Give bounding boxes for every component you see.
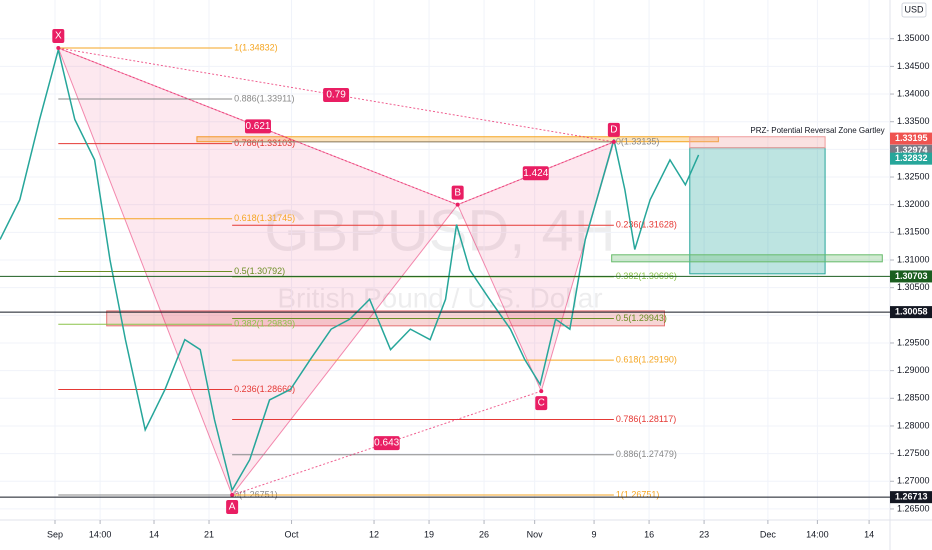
fib-label: 0.618(1.31745) <box>234 213 295 223</box>
fib-label: 0.786(1.33103) <box>234 138 295 148</box>
x-tick-label: 12 <box>369 529 379 539</box>
price-tag <box>890 306 932 319</box>
point-badge <box>535 396 548 411</box>
point-badge <box>451 185 464 200</box>
price-tag-label: 1.32974 <box>895 145 928 155</box>
y-tick-label: 1.29000 <box>897 365 930 375</box>
fib-label: 0.618(1.29190) <box>616 355 677 365</box>
price-line <box>0 49 700 493</box>
fib-label: 0.236(1.31628) <box>616 220 677 230</box>
ratio-badge <box>373 436 400 451</box>
x-tick-label: Nov <box>527 529 544 539</box>
x-tick-label: Dec <box>760 529 777 539</box>
currency: USD <box>904 4 924 14</box>
pattern-point <box>539 389 544 394</box>
fib-label: 1(1.34832) <box>234 42 278 52</box>
y-tick-label: 1.31500 <box>897 227 930 237</box>
x-tick-label: 16 <box>644 529 654 539</box>
price-tag-label: 1.33195 <box>895 133 928 143</box>
y-tick-label: 1.27500 <box>897 448 930 458</box>
point-label: D <box>610 125 617 136</box>
x-tick-label: 23 <box>699 529 709 539</box>
price-tag-label: 1.30058 <box>895 306 928 316</box>
ratio-label: 1.424 <box>523 168 548 179</box>
fib-label: 0.5(1.30792) <box>234 266 285 276</box>
point-badge <box>52 29 65 44</box>
zone <box>689 136 826 149</box>
fib-label: 0.886(1.27479) <box>616 449 677 459</box>
y-tick-label: 1.28000 <box>897 420 930 430</box>
ratio-label: 0.79 <box>326 90 346 101</box>
y-tick-label: 1.34000 <box>897 88 930 98</box>
pattern-point <box>56 46 61 51</box>
x-tick-label: 26 <box>479 529 489 539</box>
y-tick-label: 1.32500 <box>897 171 930 181</box>
y-tick-label: 1.27000 <box>897 476 930 486</box>
point-badge <box>226 500 239 515</box>
y-tick-label: 1.29500 <box>897 337 930 347</box>
y-tick-label: 1.34500 <box>897 61 930 71</box>
x-tick-label: 19 <box>424 529 434 539</box>
x-tick-label: 14 <box>864 529 874 539</box>
ratio-label: 0.643 <box>374 438 399 449</box>
pattern-leg <box>58 47 458 206</box>
pattern-point <box>455 202 460 207</box>
watermark-title: GBPUSD, 4H <box>264 198 615 263</box>
x-tick-label: 14 <box>149 529 159 539</box>
price-tag <box>890 152 932 165</box>
y-tick-label: 1.31000 <box>897 254 930 264</box>
y-tick-label: 1.32000 <box>897 199 930 209</box>
ratio-badge <box>244 119 271 134</box>
ratio-badge <box>522 166 549 181</box>
point-badge <box>607 122 620 137</box>
fib-label: 0(1.33135) <box>616 136 660 146</box>
x-tick-label: 9 <box>592 529 597 539</box>
fib-label: 0.886(1.33911) <box>234 93 294 103</box>
fib-label: 1(1.26751) <box>616 489 660 499</box>
point-label: B <box>454 187 461 198</box>
y-tick-label: 1.33500 <box>897 116 930 126</box>
ratio-badge <box>323 87 350 102</box>
fib-label: 0.382(1.29839) <box>234 319 295 329</box>
point-label: X <box>55 31 62 42</box>
x-tick-label: 14:00 <box>806 529 829 539</box>
ratio-label: 0.621 <box>245 121 270 132</box>
point-label: A <box>229 502 236 513</box>
fib-label: 0.786(1.28117) <box>616 414 676 424</box>
price-tag <box>890 491 932 504</box>
y-tick-label: 1.35000 <box>897 33 930 43</box>
x-tick-label: Sep <box>47 529 63 539</box>
y-tick-label: 1.28500 <box>897 393 930 403</box>
price-tag <box>890 132 932 145</box>
pattern-point <box>230 493 235 498</box>
y-tick-label: 1.26500 <box>897 503 930 513</box>
fib-label: 0.236(1.28660) <box>234 384 295 394</box>
point-label: C <box>538 398 545 409</box>
pattern-point <box>611 139 616 144</box>
x-tick-label: 21 <box>204 529 214 539</box>
price-tag-label: 1.32832 <box>895 153 928 163</box>
fib-label: 0(1.26751) <box>234 489 278 499</box>
price-tag-label: 1.30703 <box>895 271 928 281</box>
currency-box[interactable] <box>901 2 927 18</box>
x-tick-label: 14:00 <box>89 529 112 539</box>
x-tick-label: Oct <box>285 529 300 539</box>
zone <box>611 254 883 263</box>
y-tick-label: 1.30500 <box>897 282 930 292</box>
prz-label: PRZ- Potential Reversal Zone Gartley <box>750 126 884 135</box>
zone <box>689 147 826 275</box>
fib-label: 0.5(1.29943) <box>616 313 667 323</box>
price-tag-label: 1.26713 <box>895 492 928 502</box>
price-tag <box>890 270 932 283</box>
